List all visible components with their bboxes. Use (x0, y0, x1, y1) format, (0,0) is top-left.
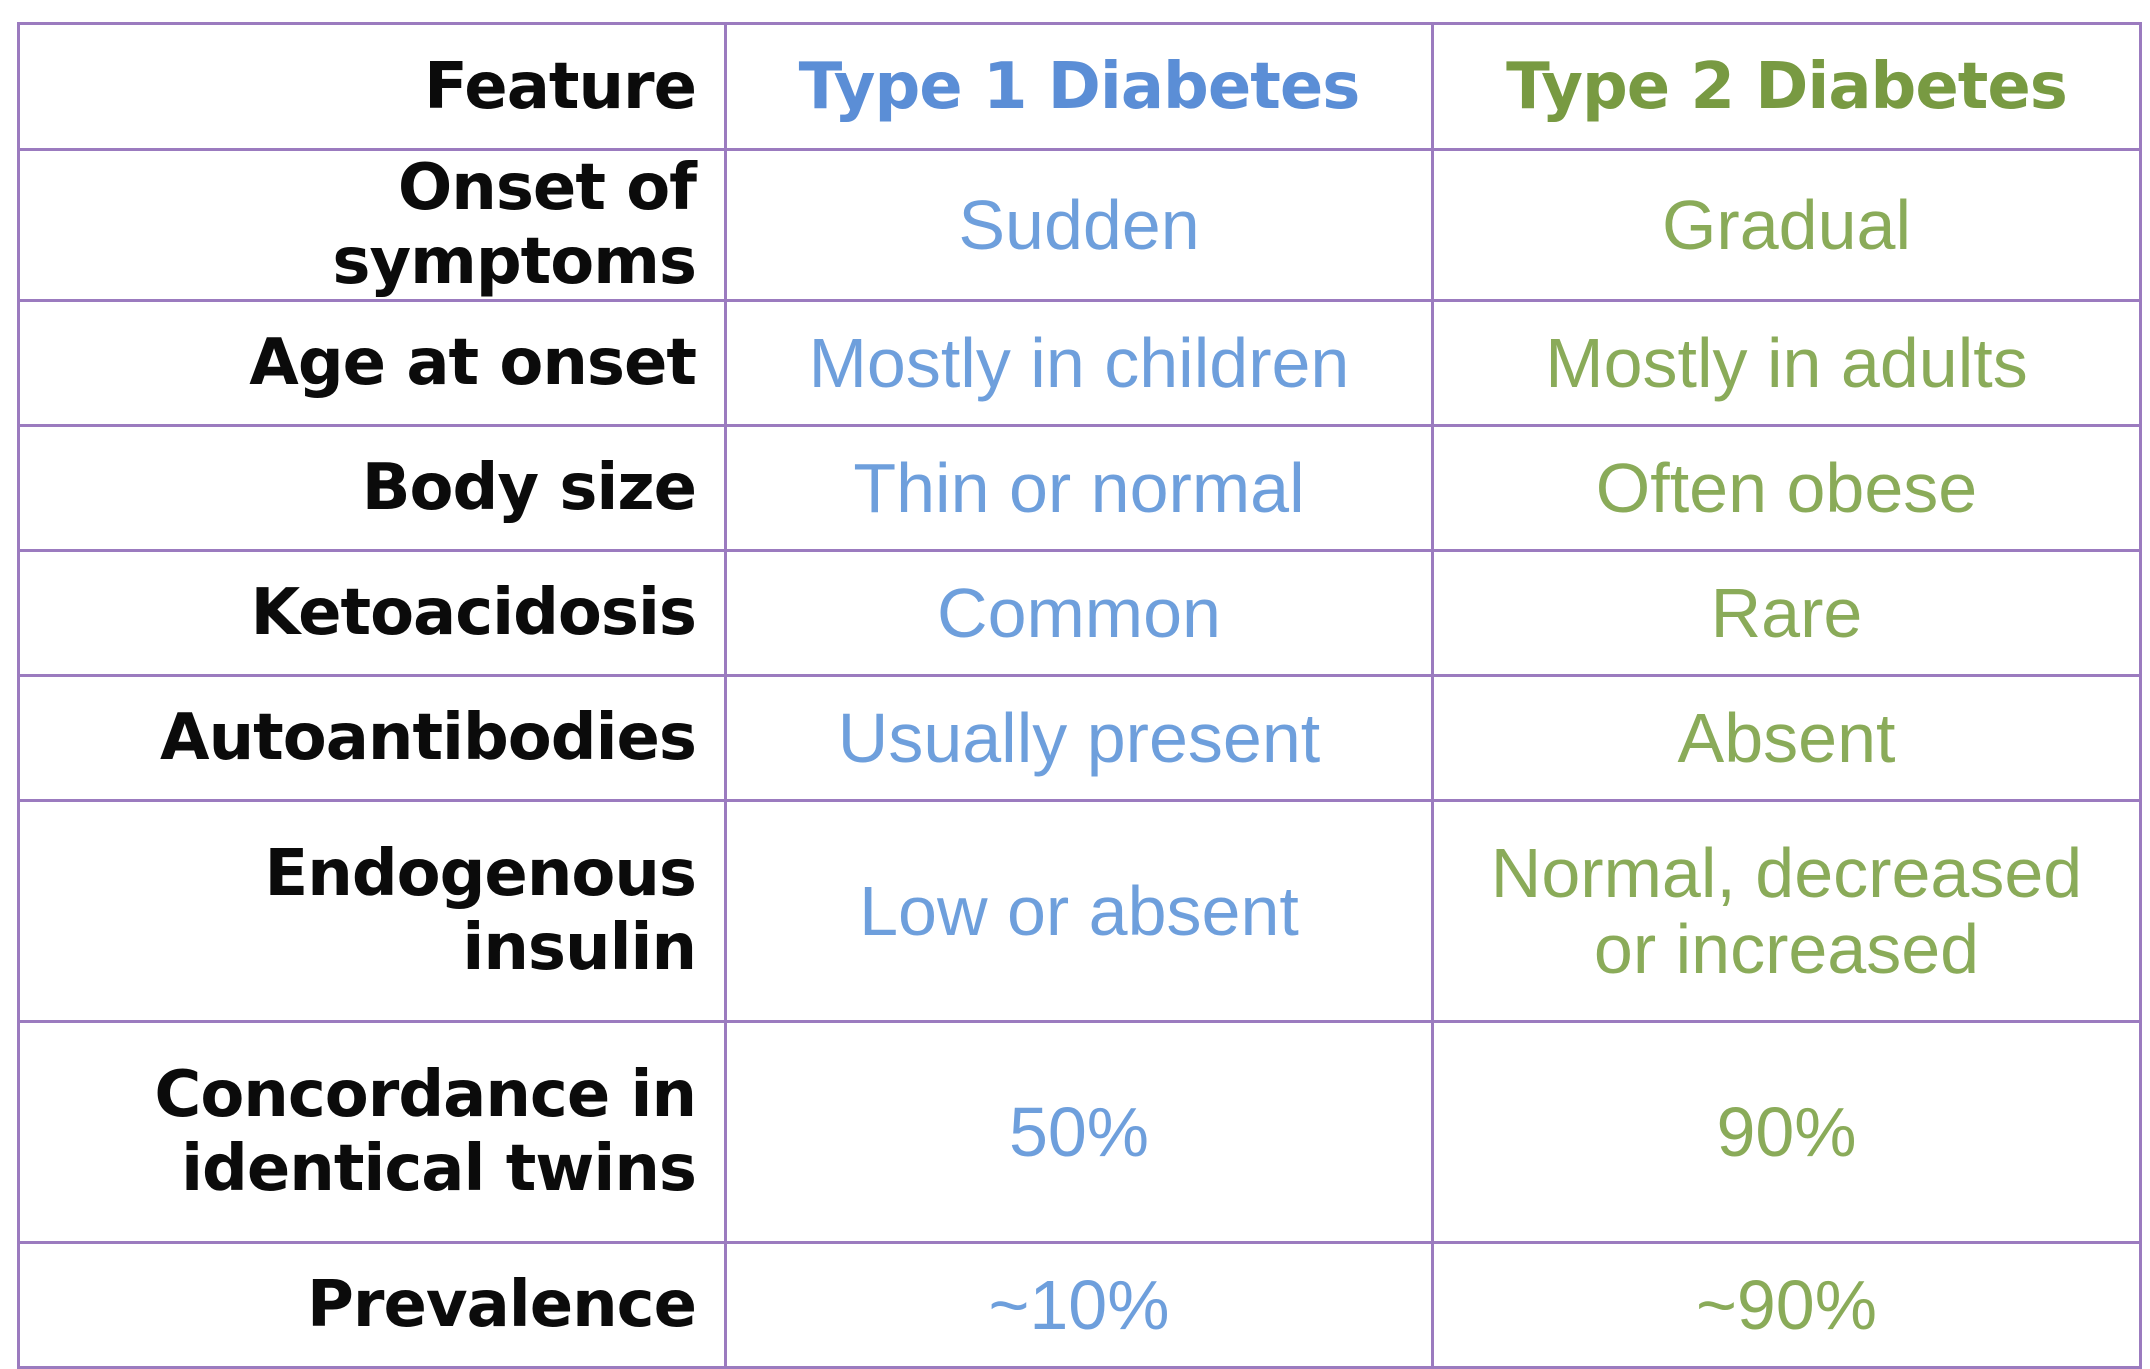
row-type2-value: ~90% (1431, 1241, 2142, 1369)
row-type1-value: 50% (724, 1020, 1434, 1244)
row-type2-value-text: Normal, decreased or increased (1490, 834, 2083, 988)
row-type2-value: Mostly in adults (1431, 299, 2142, 427)
row-type2-value: 90% (1431, 1020, 2142, 1244)
row-type1-value: Mostly in children (724, 299, 1434, 427)
row-type2-value: Rare (1431, 549, 2142, 677)
table-header-row: Feature Type 1 Diabetes Type 2 Diabetes (17, 22, 2142, 151)
row-feature-label: Onset of symptoms (17, 148, 727, 302)
header-type1: Type 1 Diabetes (724, 22, 1434, 151)
row-type1-value: ~10% (724, 1241, 1434, 1369)
diabetes-comparison-table: Feature Type 1 Diabetes Type 2 Diabetes … (17, 22, 2142, 1369)
header-feature: Feature (17, 22, 727, 151)
row-type2-value: Normal, decreased or increased (1431, 799, 2142, 1023)
row-type1-value: Thin or normal (724, 424, 1434, 552)
row-feature-label: Ketoacidosis (17, 549, 727, 677)
table-row: Ketoacidosis Common Rare (17, 549, 2142, 677)
row-feature-label: Endogenous insulin (17, 799, 727, 1023)
row-feature-label: Body size (17, 424, 727, 552)
row-type1-value: Sudden (724, 148, 1434, 302)
row-feature-label-text: Concordance in identical twins (154, 1058, 697, 1206)
row-type1-value: Usually present (724, 674, 1434, 802)
row-feature-label: Concordance in identical twins (17, 1020, 727, 1244)
row-feature-label: Age at onset (17, 299, 727, 427)
row-feature-label: Prevalence (17, 1241, 727, 1369)
table-row: Onset of symptoms Sudden Gradual (17, 148, 2142, 302)
row-type2-value: Gradual (1431, 148, 2142, 302)
header-type2: Type 2 Diabetes (1431, 22, 2142, 151)
row-type1-value: Common (724, 549, 1434, 677)
row-type1-value: Low or absent (724, 799, 1434, 1023)
table-row: Body size Thin or normal Often obese (17, 424, 2142, 552)
row-feature-label: Autoantibodies (17, 674, 727, 802)
table-row: Concordance in identical twins 50% 90% (17, 1020, 2142, 1244)
table-row: Endogenous insulin Low or absent Normal,… (17, 799, 2142, 1023)
table-row: Autoantibodies Usually present Absent (17, 674, 2142, 802)
row-type2-value: Often obese (1431, 424, 2142, 552)
row-type2-value: Absent (1431, 674, 2142, 802)
comparison-table-frame: Feature Type 1 Diabetes Type 2 Diabetes … (17, 22, 2142, 1369)
table-row: Age at onset Mostly in children Mostly i… (17, 299, 2142, 427)
table-row: Prevalence ~10% ~90% (17, 1241, 2142, 1369)
